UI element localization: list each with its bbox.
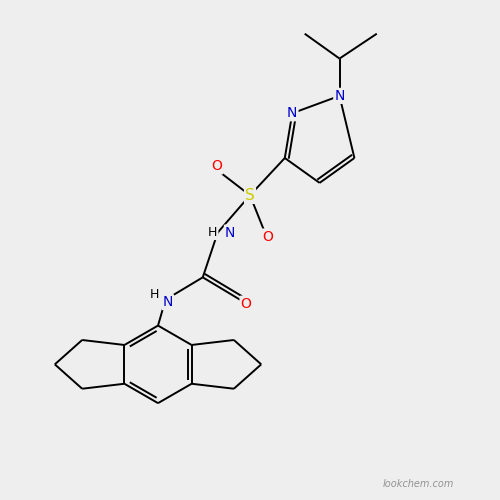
Text: N: N	[163, 295, 173, 309]
Text: O: O	[240, 296, 252, 310]
Text: S: S	[245, 188, 255, 203]
Text: H: H	[208, 226, 218, 239]
Text: N: N	[225, 226, 235, 239]
Text: O: O	[262, 230, 273, 243]
Text: N: N	[334, 89, 344, 103]
Text: H: H	[150, 288, 159, 301]
Text: N: N	[287, 106, 298, 120]
Text: O: O	[211, 160, 222, 173]
Text: lookchem.com: lookchem.com	[382, 478, 454, 488]
